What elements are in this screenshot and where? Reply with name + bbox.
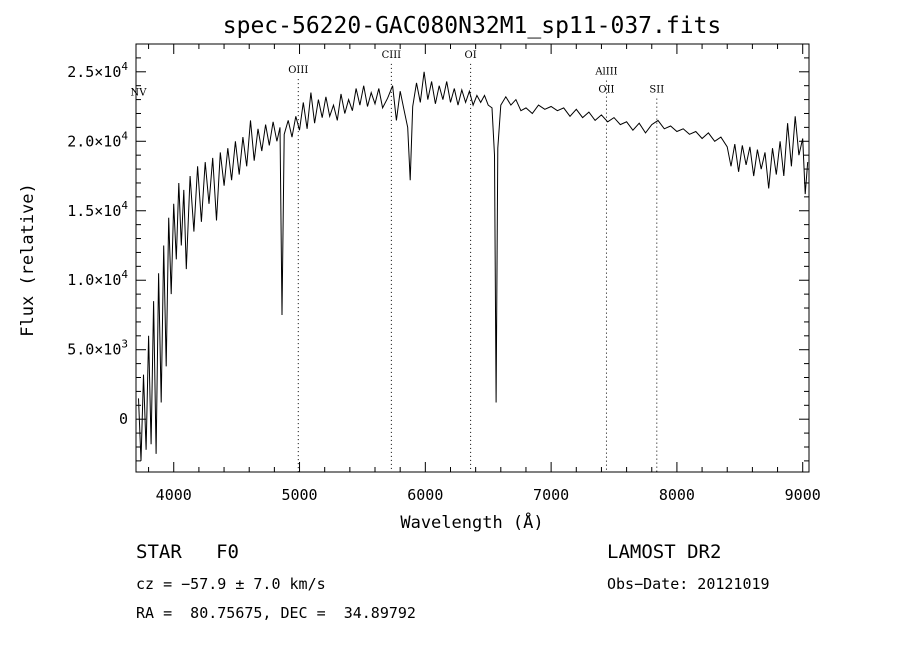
y-tick-label: 2.0×104 [67,129,128,150]
spectral-line-label: CIII [382,50,402,61]
spectral-line-label: AlIII [594,67,617,78]
spectral-line-label: SII [649,85,664,96]
x-tick-label: 4000 [156,486,192,504]
axis-ticks: 4000 5000 6000 7000 8000 9000 0 5.0×103 1.0×104 1… [67,44,821,504]
spectrum-series-line [138,71,809,461]
x-tick-label: 5000 [281,486,317,504]
y-tick-label: 0 [119,410,128,428]
y-tick-label: 1.5×104 [67,199,128,220]
y-tick-label: 2.5×104 [67,60,128,81]
x-tick-label: 7000 [533,486,569,504]
chart-title: spec-56220-GAC080N32M1_sp11-037.fits [223,13,722,39]
spectral-line-label: OII [598,85,614,96]
x-tick-label: 8000 [659,486,695,504]
spectral-line-markers: NV OIII CIII OI AlIII OII SII [131,50,664,472]
y-tick-label: 1.0×104 [67,268,128,289]
object-class: STAR F0 [136,541,239,563]
coordinates-readout: RA = 80.75675, DEC = 34.89792 [136,604,416,622]
redshift-readout: cz = −57.9 ± 7.0 km/s [136,575,326,593]
y-tick-label: 5.0×103 [67,338,128,359]
spectral-line-label: NV [131,87,148,98]
plot-frame [135,43,810,473]
spectral-line-label: OIII [288,65,308,76]
survey-name: LAMOST DR2 [607,541,722,563]
observation-date: Obs−Date: 20121019 [607,575,770,593]
x-axis-label: Wavelength (Å) [400,511,543,533]
y-axis-label: Flux (relative) [18,183,38,337]
spectral-line-label: OI [465,50,477,61]
x-tick-label: 6000 [407,486,443,504]
x-tick-label: 9000 [785,486,821,504]
